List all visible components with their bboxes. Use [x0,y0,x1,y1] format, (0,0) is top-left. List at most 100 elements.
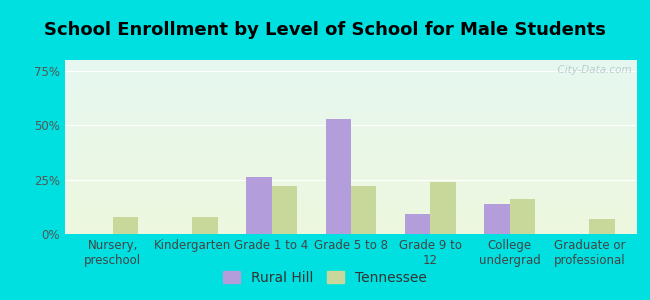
Bar [65,189,637,190]
Bar [65,100,637,102]
Bar [65,163,637,164]
Bar [65,126,637,128]
Text: City-Data.com: City-Data.com [551,65,631,75]
Bar [65,210,637,212]
Bar [65,69,637,70]
Bar [65,117,637,119]
Bar [65,203,637,204]
Bar [65,131,637,133]
Bar [65,98,637,100]
Bar [65,62,637,64]
Bar [65,192,637,194]
Bar [484,203,510,234]
Bar [65,97,637,98]
Bar [65,197,637,199]
Bar [65,196,637,197]
Text: School Enrollment by Level of School for Male Students: School Enrollment by Level of School for… [44,21,606,39]
Bar [65,168,637,170]
Bar [65,222,637,224]
Bar [65,201,637,203]
Bar [65,158,637,159]
Bar [65,140,637,142]
Bar [65,121,637,123]
Bar [65,159,637,161]
Bar [65,77,637,79]
Bar [65,156,637,158]
Bar [510,199,536,234]
Bar [65,173,637,175]
Bar [65,138,637,140]
Bar [65,130,637,131]
Bar [65,72,637,74]
Bar [65,114,637,116]
Bar [65,185,637,187]
Bar [405,214,430,234]
Bar [65,175,637,177]
Bar [65,124,637,126]
Bar [65,149,637,151]
Bar [65,187,637,189]
Bar [65,180,637,182]
Bar [65,151,637,152]
Bar [65,224,637,225]
Bar [65,215,637,217]
Bar [65,184,637,185]
Bar [246,177,272,234]
Bar [65,93,637,95]
Bar [351,186,376,234]
Bar [65,64,637,65]
Bar [65,227,637,229]
Bar [65,213,637,215]
Bar [65,225,637,227]
Bar [65,82,637,84]
Bar [65,70,637,72]
Bar [65,171,637,173]
Bar [65,229,637,230]
Bar [65,204,637,206]
Bar [65,86,637,88]
Bar [65,147,637,149]
Bar [65,178,637,180]
Bar [65,199,637,201]
Bar [65,74,637,76]
Bar [65,208,637,210]
Bar [65,217,637,218]
Bar [65,81,637,82]
Bar [65,102,637,103]
Bar [65,84,637,86]
Bar [65,110,637,112]
Bar [65,67,637,69]
Legend: Rural Hill, Tennessee: Rural Hill, Tennessee [218,265,432,290]
Bar [65,220,637,222]
Bar [65,161,637,163]
Bar [65,154,637,156]
Bar [65,152,637,154]
Bar [65,190,637,192]
Bar [65,133,637,135]
Bar [65,76,637,77]
Bar [65,112,637,114]
Bar [65,177,637,178]
Bar [65,230,637,232]
Bar [65,88,637,90]
Bar [430,182,456,234]
Bar [65,105,637,107]
Bar [65,212,637,213]
Bar [65,206,637,208]
Bar [65,60,637,62]
Bar [192,217,218,234]
Bar [65,116,637,117]
Bar [65,182,637,184]
Bar [65,136,637,138]
Bar [65,109,637,110]
Bar [65,119,637,121]
Bar [65,169,637,171]
Bar [112,217,138,234]
Bar [65,142,637,143]
Bar [65,194,637,196]
Bar [65,166,637,168]
Bar [65,103,637,105]
Bar [65,91,637,93]
Bar [272,186,297,234]
Bar [65,90,637,91]
